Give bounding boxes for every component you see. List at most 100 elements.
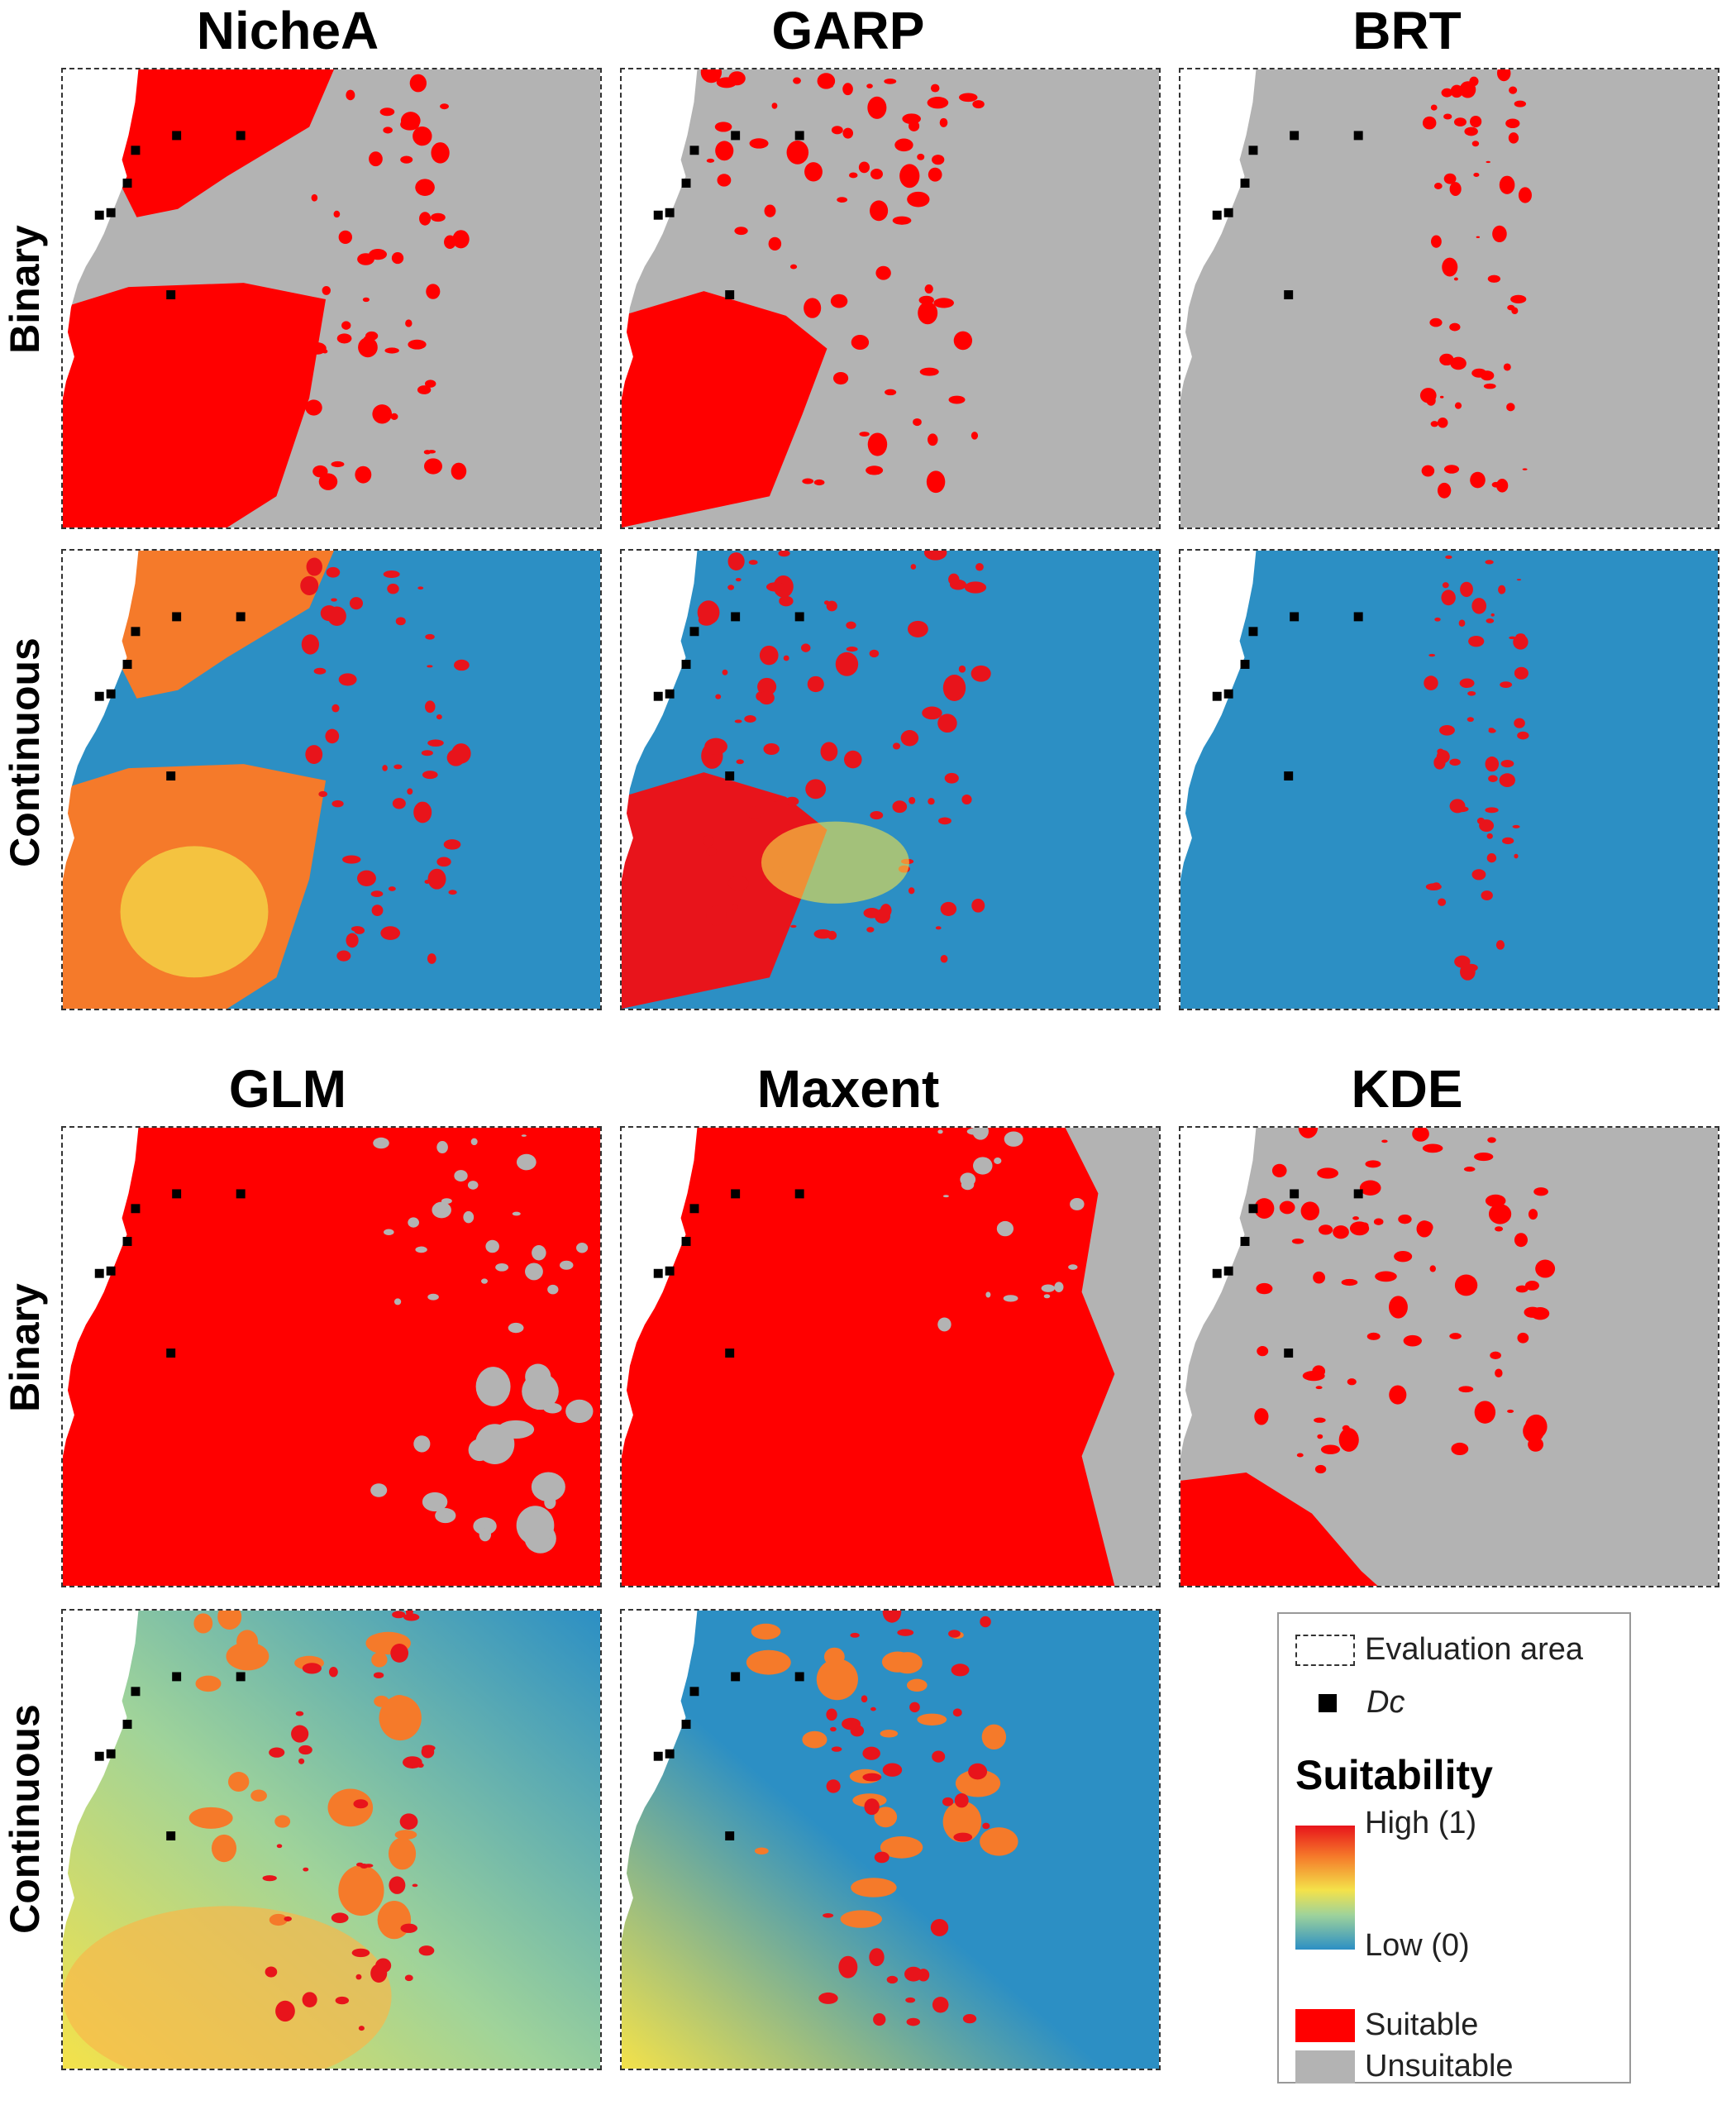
dc-point [681, 660, 691, 669]
dc-point [725, 290, 735, 299]
dc-point [166, 290, 176, 299]
title-garp: GARP [771, 1, 925, 60]
map-svg [1180, 69, 1718, 527]
legend-dc-label: Dc [1366, 1685, 1405, 1720]
dc-point [1284, 290, 1294, 299]
legend-evaluation-area-label: Evaluation area [1365, 1632, 1584, 1667]
legend-unsuitable-label: Unsuitable [1365, 2049, 1514, 2084]
map-brt-continuous [1179, 549, 1719, 1010]
map-kde-binary [1179, 1126, 1719, 1587]
dc-point [172, 612, 182, 622]
dc-point [94, 1751, 104, 1761]
dc-point [1290, 1189, 1300, 1199]
dc-point [106, 689, 116, 699]
dc-point [122, 179, 132, 188]
dc-point [665, 1266, 675, 1276]
legend-unsuitable: Unsuitable [1295, 2049, 1514, 2084]
dc-point [166, 771, 176, 780]
unsuitable-swatch [1295, 2050, 1355, 2084]
dc-point [1223, 689, 1233, 699]
dc-point [1353, 1189, 1363, 1199]
suitability-gradient [1295, 1826, 1355, 1950]
suitable-swatch [1295, 2008, 1355, 2042]
dc-point [122, 1720, 132, 1729]
dc-point [166, 1831, 176, 1840]
title-glm: GLM [228, 1059, 347, 1119]
dc-point [1212, 1268, 1222, 1278]
dc-point [653, 1268, 663, 1278]
dc-point [725, 1831, 735, 1840]
dc-point [131, 1687, 141, 1697]
map-svg [622, 1611, 1159, 2069]
dc-point [1240, 1237, 1250, 1246]
map-maxent-binary [620, 1126, 1161, 1587]
dc-point [1353, 131, 1363, 141]
dc-point [1248, 627, 1258, 637]
dc-point [653, 691, 663, 701]
square-marker-icon [1319, 1693, 1337, 1712]
title-kde: KDE [1351, 1059, 1463, 1119]
legend-high-label: High (1) [1365, 1806, 1477, 1840]
dc-point [1284, 1348, 1294, 1358]
dc-point [1284, 771, 1294, 780]
dc-point [689, 146, 699, 155]
dc-point [725, 771, 735, 780]
dc-point [131, 1204, 141, 1214]
title-maxent: Maxent [756, 1059, 940, 1119]
dc-point [236, 1189, 246, 1199]
dc-point [1240, 660, 1250, 669]
dc-point [106, 1266, 116, 1276]
dc-point [1248, 146, 1258, 155]
dc-point [731, 1189, 741, 1199]
dc-point [1212, 691, 1222, 701]
map-garp-binary [620, 68, 1161, 529]
map-glm-continuous [61, 1609, 602, 2070]
title-brt: BRT [1352, 1, 1462, 60]
legend-evaluation-area: Evaluation area [1295, 1632, 1583, 1668]
map-glm-binary [61, 1126, 602, 1587]
dc-point [794, 612, 804, 622]
map-brt-binary [1179, 68, 1719, 529]
legend-low-label: Low (0) [1365, 1928, 1470, 1963]
dc-point [122, 660, 132, 669]
dc-point [1212, 210, 1222, 220]
dc-point [731, 612, 741, 622]
legend-suitability-title: Suitability [1295, 1752, 1493, 1798]
dc-point [172, 1672, 182, 1682]
map-svg [1180, 1128, 1718, 1586]
map-svg [622, 1128, 1159, 1586]
dc-point [1248, 1204, 1258, 1214]
dc-point [681, 179, 691, 188]
row-label-continuous-top: Continuous [2, 637, 48, 867]
dc-point [236, 1672, 246, 1682]
dc-point [94, 1268, 104, 1278]
row-label-continuous-bottom: Continuous [2, 1704, 48, 1934]
dc-point [106, 1749, 116, 1759]
dc-point [1353, 612, 1363, 622]
dc-point [794, 1672, 804, 1682]
dashed-box-icon [1295, 1634, 1355, 1666]
map-svg [63, 1611, 600, 2069]
dc-point [731, 1672, 741, 1682]
map-nichea-binary [61, 68, 602, 529]
row-label-binary-bottom: Binary [2, 1283, 48, 1412]
row-label-binary-top: Binary [2, 225, 48, 354]
map-svg [63, 551, 600, 1009]
dc-point [665, 689, 675, 699]
dc-point [131, 146, 141, 155]
map-nichea-continuous [61, 549, 602, 1010]
dc-point [665, 208, 675, 217]
map-svg [622, 551, 1159, 1009]
dc-point [794, 131, 804, 141]
dc-point [236, 612, 246, 622]
dc-point [1240, 179, 1250, 188]
dc-point [172, 1189, 182, 1199]
map-svg [1180, 551, 1718, 1009]
dc-point [1223, 208, 1233, 217]
map-svg [63, 1128, 600, 1586]
dc-point [94, 210, 104, 220]
dc-point [1290, 612, 1300, 622]
dc-point [665, 1749, 675, 1759]
dc-point [653, 210, 663, 220]
dc-point [1223, 1266, 1233, 1276]
